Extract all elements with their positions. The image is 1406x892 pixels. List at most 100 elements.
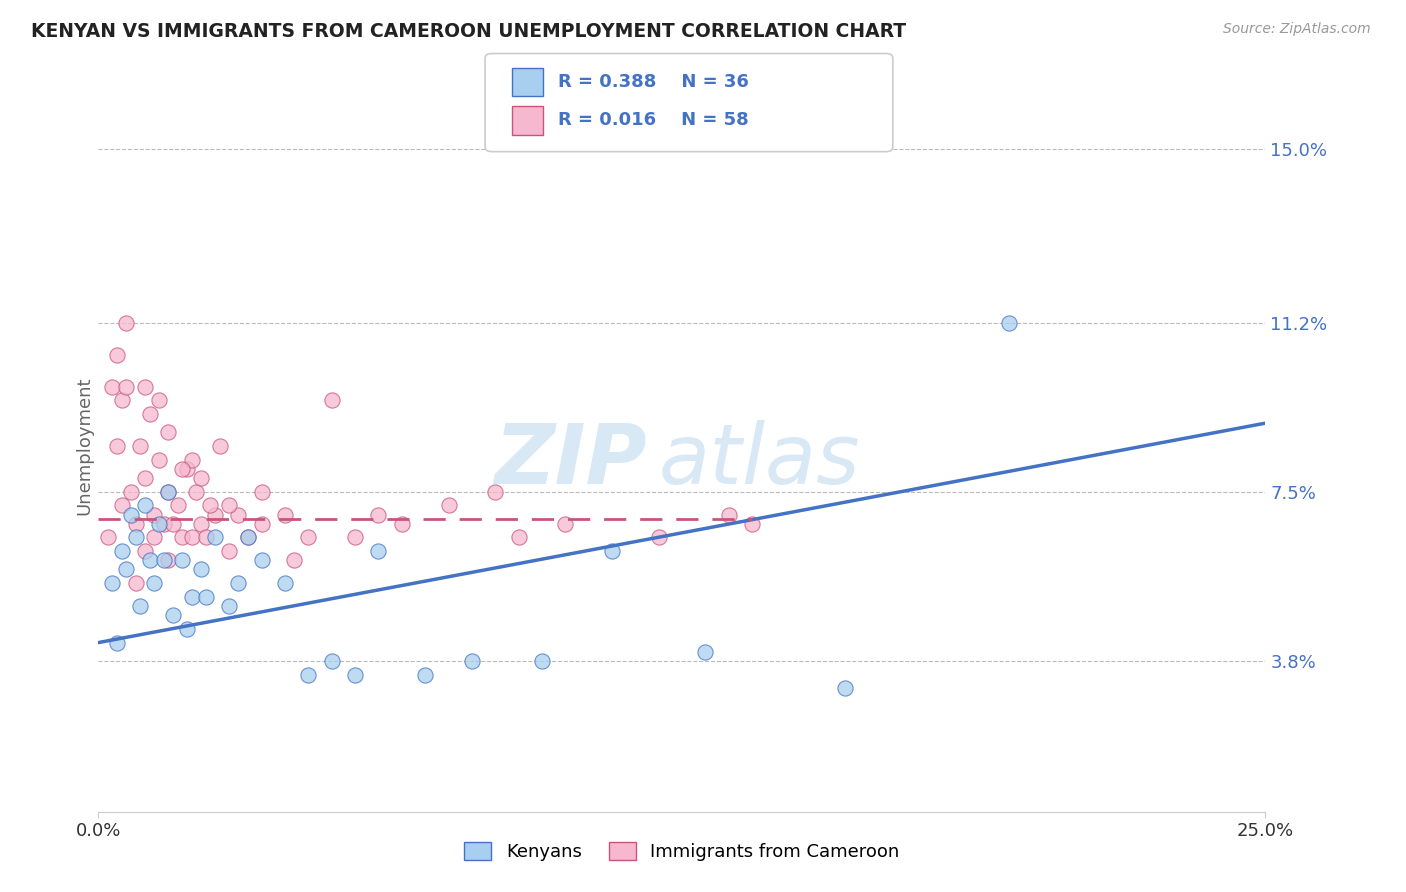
Point: [530, 654, 553, 668]
Point: [283, 553, 305, 567]
Point: [162, 516, 184, 531]
Point: [148, 452, 170, 467]
Text: ZIP: ZIP: [495, 420, 647, 501]
Point: [101, 379, 124, 393]
Point: [120, 508, 142, 522]
Point: [105, 347, 128, 362]
Legend: Kenyans, Immigrants from Cameroon: Kenyans, Immigrants from Cameroon: [457, 835, 907, 869]
Point: [115, 316, 138, 330]
Point: [274, 576, 297, 591]
Point: [344, 530, 367, 544]
Point: [484, 484, 506, 499]
Point: [105, 439, 128, 453]
Point: [218, 599, 240, 613]
Point: [172, 462, 194, 476]
Point: [125, 516, 148, 531]
Point: [321, 393, 343, 408]
Point: [172, 530, 194, 544]
Point: [367, 544, 389, 558]
Point: [125, 530, 148, 544]
Text: KENYAN VS IMMIGRANTS FROM CAMEROON UNEMPLOYMENT CORRELATION CHART: KENYAN VS IMMIGRANTS FROM CAMEROON UNEMP…: [31, 22, 905, 41]
Point: [134, 499, 156, 513]
Point: [413, 667, 436, 681]
Point: [190, 471, 212, 485]
Point: [717, 508, 740, 522]
Point: [134, 544, 156, 558]
Point: [111, 393, 134, 408]
Point: [129, 599, 152, 613]
Point: [105, 635, 128, 649]
Point: [180, 452, 202, 467]
Point: [554, 516, 576, 531]
Point: [250, 516, 273, 531]
Point: [647, 530, 669, 544]
Point: [297, 667, 319, 681]
Text: atlas: atlas: [658, 420, 860, 501]
Point: [600, 544, 623, 558]
Point: [166, 499, 188, 513]
Point: [97, 530, 120, 544]
Point: [228, 576, 250, 591]
Point: [236, 530, 259, 544]
Point: [129, 439, 152, 453]
Y-axis label: Unemployment: Unemployment: [76, 376, 94, 516]
Point: [111, 499, 134, 513]
Text: R = 0.016    N = 58: R = 0.016 N = 58: [558, 112, 749, 129]
Point: [101, 576, 124, 591]
Point: [157, 484, 180, 499]
Point: [190, 516, 212, 531]
Point: [741, 516, 763, 531]
Point: [204, 508, 226, 522]
Point: [115, 379, 138, 393]
Point: [125, 576, 148, 591]
Point: [139, 553, 162, 567]
Point: [115, 562, 138, 576]
Point: [180, 590, 202, 604]
Point: [250, 553, 273, 567]
Point: [120, 484, 142, 499]
Point: [204, 530, 226, 544]
Point: [834, 681, 856, 696]
Point: [139, 407, 162, 421]
Point: [176, 462, 198, 476]
Point: [695, 645, 717, 659]
Point: [111, 544, 134, 558]
Point: [143, 508, 166, 522]
Text: Source: ZipAtlas.com: Source: ZipAtlas.com: [1223, 22, 1371, 37]
Point: [997, 316, 1019, 330]
Point: [218, 499, 240, 513]
Point: [143, 530, 166, 544]
Point: [218, 544, 240, 558]
Point: [228, 508, 250, 522]
Point: [508, 530, 530, 544]
Point: [461, 654, 484, 668]
Point: [391, 516, 413, 531]
Point: [437, 499, 460, 513]
Point: [157, 553, 180, 567]
Point: [162, 608, 184, 623]
Point: [134, 471, 156, 485]
Point: [200, 499, 222, 513]
Text: R = 0.388    N = 36: R = 0.388 N = 36: [558, 73, 749, 91]
Point: [297, 530, 319, 544]
Point: [367, 508, 389, 522]
Point: [194, 530, 217, 544]
Point: [344, 667, 367, 681]
Point: [148, 516, 170, 531]
Point: [152, 516, 174, 531]
Point: [143, 576, 166, 591]
Point: [148, 393, 170, 408]
Point: [172, 553, 194, 567]
Point: [186, 484, 208, 499]
Point: [208, 439, 231, 453]
Point: [176, 622, 198, 636]
Point: [134, 379, 156, 393]
Point: [152, 553, 174, 567]
Point: [157, 484, 180, 499]
Point: [190, 562, 212, 576]
Point: [194, 590, 217, 604]
Point: [321, 654, 343, 668]
Point: [180, 530, 202, 544]
Point: [157, 425, 180, 440]
Point: [236, 530, 259, 544]
